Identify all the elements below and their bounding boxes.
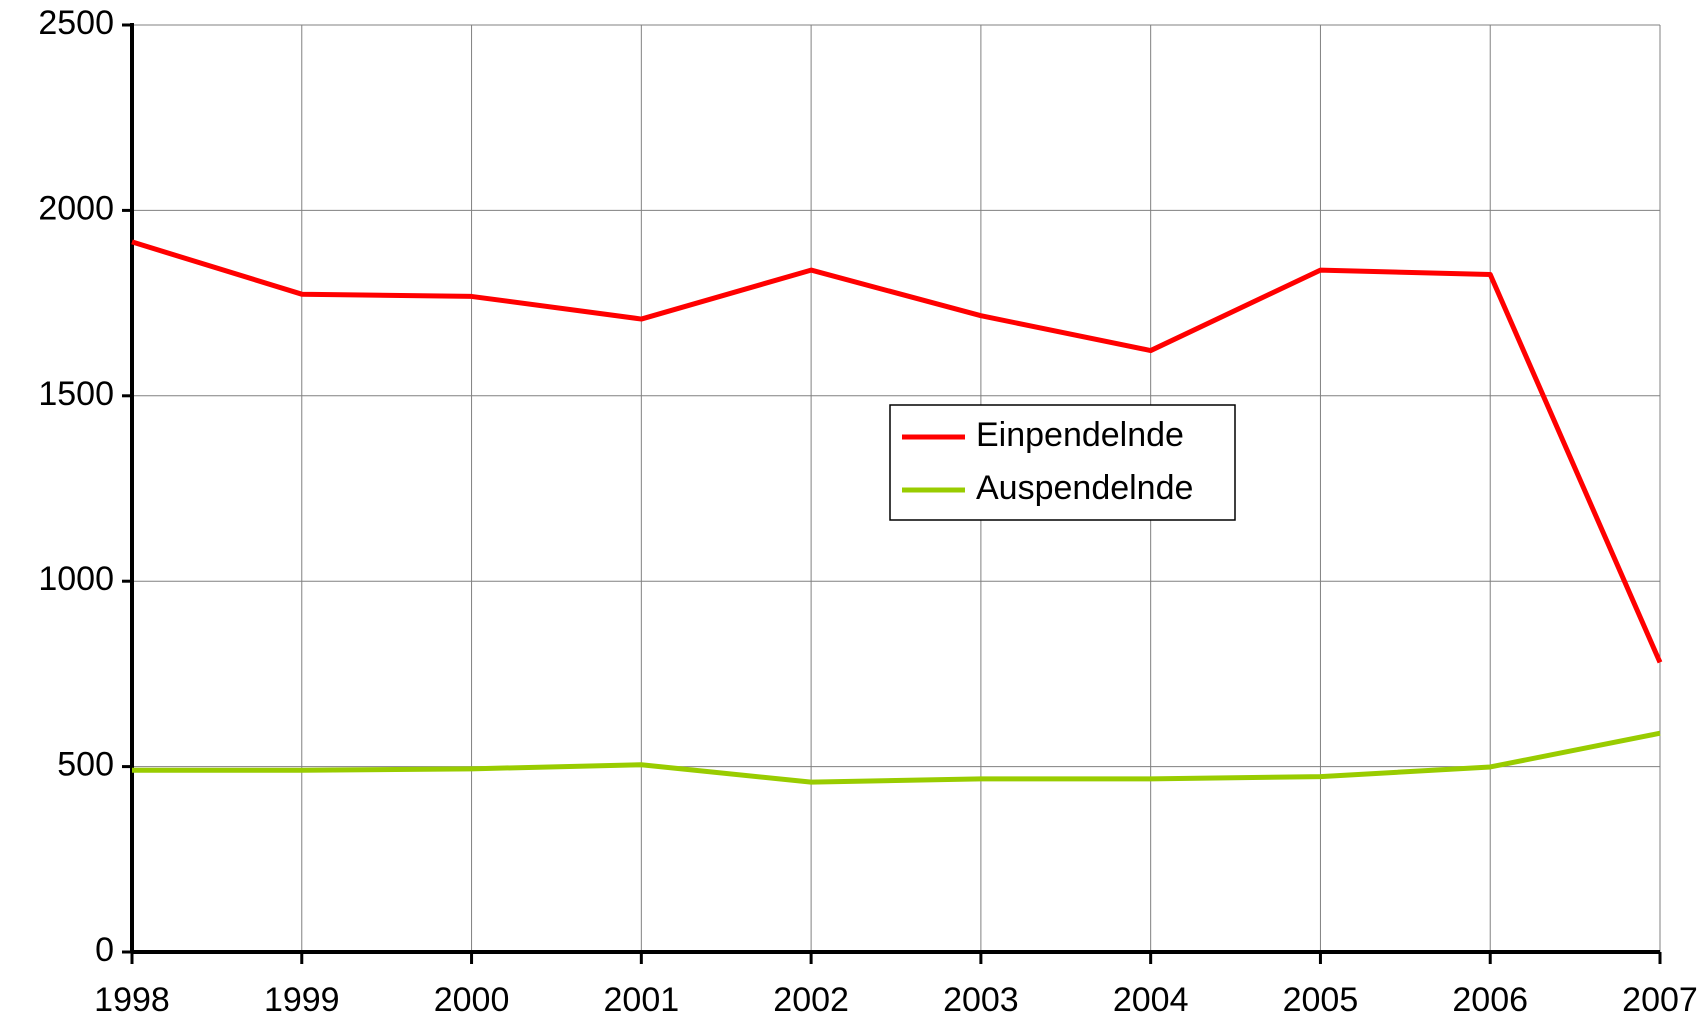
y-tick-label: 2500	[38, 4, 114, 42]
y-tick-label: 2000	[38, 189, 114, 227]
x-tick-label: 1999	[264, 981, 340, 1019]
y-tick-label: 1500	[38, 375, 114, 413]
y-tick-label: 1000	[38, 560, 114, 598]
x-tick-label: 1998	[94, 981, 170, 1019]
x-tick-label: 2004	[1113, 981, 1189, 1019]
x-tick-label: 2003	[943, 981, 1019, 1019]
series-line	[132, 730, 1661, 785]
series-line	[131, 239, 1663, 664]
legend-label: Auspendelnde	[976, 469, 1193, 507]
y-tick-label: 0	[95, 931, 114, 969]
legend: Einpendelnde Auspendelnde	[889, 404, 1236, 521]
y-tick-label: 500	[57, 746, 114, 784]
x-tick-label: 2005	[1283, 981, 1359, 1019]
x-tick-label: 2007	[1622, 981, 1698, 1019]
x-tick-label: 2001	[604, 981, 680, 1019]
legend-box	[889, 404, 1236, 521]
x-tick-label: 2006	[1452, 981, 1528, 1019]
x-tick-label: 2000	[434, 981, 510, 1019]
x-tick-label: 2002	[773, 981, 849, 1019]
legend-label: Einpendelnde	[976, 416, 1184, 454]
